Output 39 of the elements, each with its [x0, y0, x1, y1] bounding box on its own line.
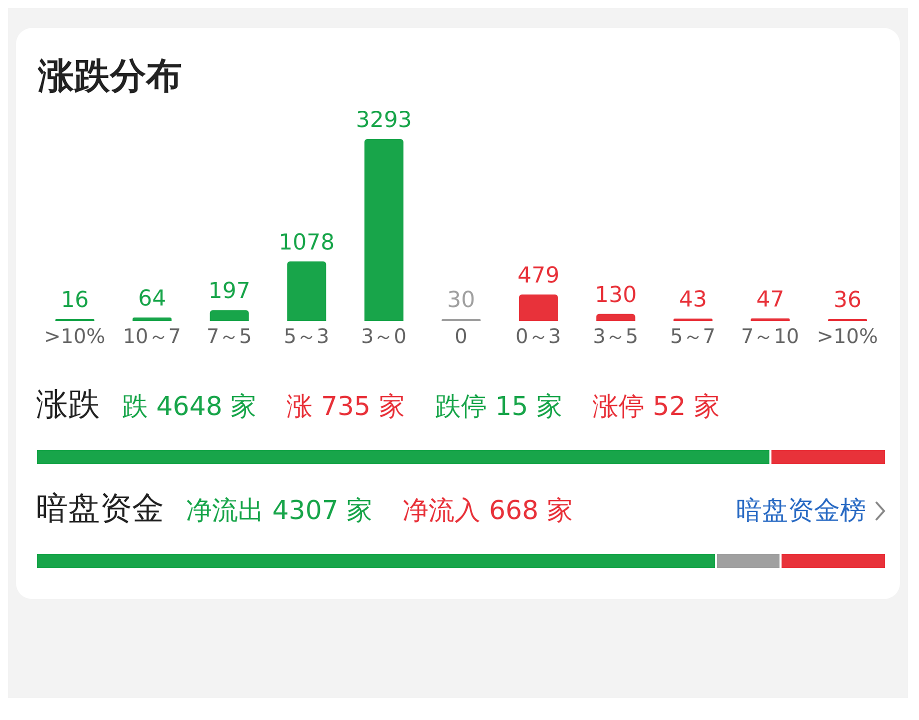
- bar: [210, 310, 249, 321]
- bar: [750, 318, 790, 321]
- x-tick-label: 0～3: [516, 324, 561, 348]
- x-tick-label: 5～7: [670, 324, 716, 348]
- x-tick-label: 7～5: [206, 324, 252, 348]
- x-tick-label: >10%: [44, 324, 106, 348]
- x-tick-label: 0: [454, 324, 468, 348]
- x-tick-label: 3～0: [361, 324, 406, 348]
- chart-title: 涨跌分布: [38, 55, 183, 99]
- x-tick-label: >10%: [816, 324, 878, 348]
- text: 暗盘资金榜: [736, 495, 867, 528]
- data-label: 3293: [356, 108, 412, 133]
- data-label: 64: [138, 286, 166, 312]
- text: 涨停 52 家: [592, 391, 720, 424]
- x-tick-label: 10～7: [122, 324, 182, 348]
- text: 净流入 668 家: [402, 495, 573, 528]
- x-tick-label: 3～5: [592, 324, 638, 348]
- text: 跌停 15 家: [434, 391, 562, 424]
- bar: [518, 294, 558, 321]
- text: 涨 735 家: [286, 391, 405, 424]
- data-label: 43: [679, 288, 707, 313]
- bar: [287, 261, 326, 321]
- data-label: 16: [60, 288, 89, 313]
- x-tick-label: 5～3: [284, 324, 330, 348]
- data-label: 197: [208, 279, 250, 304]
- data-label: 36: [834, 288, 862, 313]
- data-label: 1078: [278, 230, 335, 256]
- series-label: 净流出 4307 家: [186, 495, 373, 528]
- bar: [596, 314, 636, 321]
- chart-title: 涨跌: [36, 384, 100, 425]
- data-label: 130: [594, 282, 637, 308]
- series-label: 跌 4648 家: [122, 391, 257, 424]
- x-tick-label: 7～10: [740, 324, 800, 348]
- bar: [132, 317, 172, 321]
- data-label: 47: [756, 287, 784, 312]
- chart-title: 暗盘资金: [36, 488, 164, 529]
- data-label: 479: [517, 264, 560, 289]
- bar: [364, 139, 404, 321]
- data-label: 30: [447, 288, 476, 313]
